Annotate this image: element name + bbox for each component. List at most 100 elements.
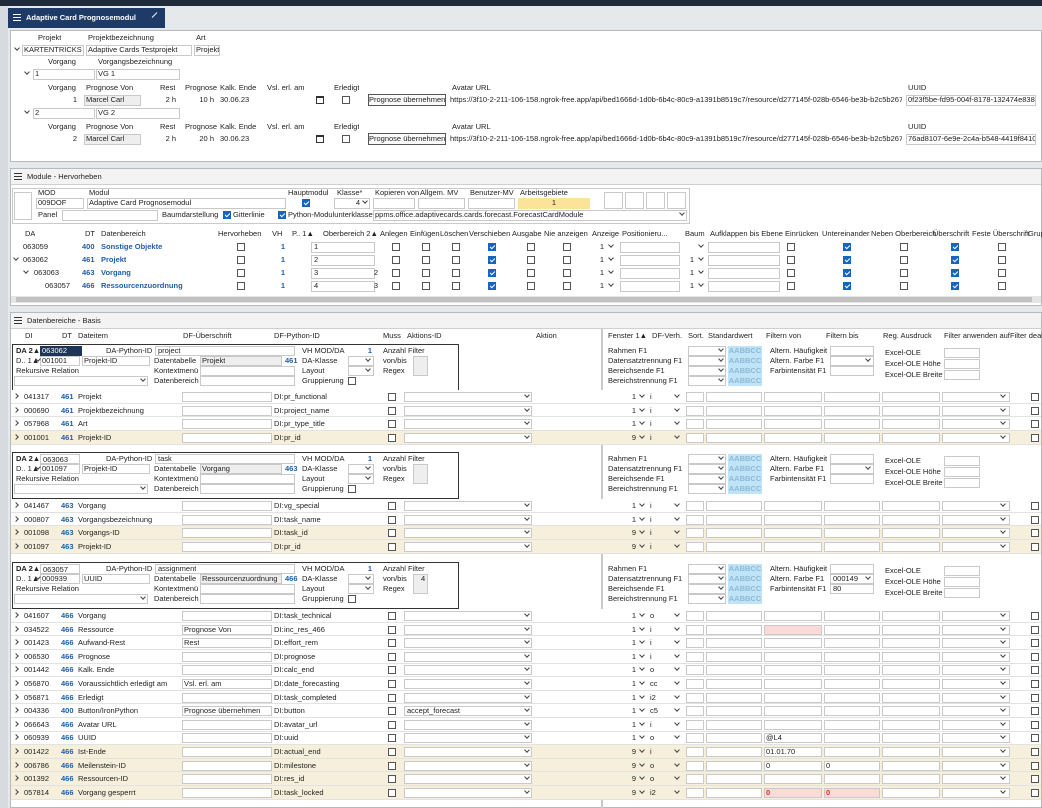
checkbox[interactable] [998,269,1006,277]
menu-icon[interactable] [14,317,22,318]
color-swatch[interactable]: AABBCC [728,346,762,356]
checkbox[interactable] [1031,680,1039,688]
checkbox[interactable] [237,256,245,264]
checkbox[interactable] [392,269,400,277]
checkbox[interactable] [527,243,535,251]
button[interactable]: Prognose übernehmen [368,133,446,145]
calendar-icon[interactable] [316,135,324,143]
color-swatch[interactable]: AABBCC [728,356,762,366]
checkbox[interactable] [422,269,430,277]
data-area-id[interactable]: 063057 [40,564,80,574]
checkbox[interactable] [998,282,1006,290]
checkbox-checked[interactable] [278,211,286,219]
checkbox[interactable] [348,595,356,603]
data-area-id[interactable]: 063062 [40,346,82,356]
checkbox-checked[interactable] [843,256,851,264]
menu-icon[interactable] [14,179,22,180]
color-swatch[interactable]: AABBCC [728,484,762,494]
checkbox[interactable] [998,256,1006,264]
checkbox[interactable] [388,543,396,551]
menu-icon[interactable] [14,173,22,174]
checkbox[interactable] [527,269,535,277]
menu-icon[interactable] [14,176,22,177]
checkbox[interactable] [237,282,245,290]
checkbox[interactable] [787,243,795,251]
checkbox[interactable] [1031,543,1039,551]
checkbox[interactable] [452,282,460,290]
checkbox[interactable] [388,734,396,742]
color-swatch[interactable]: AABBCC [728,594,762,604]
menu-icon[interactable] [13,20,21,21]
checkbox[interactable] [1031,529,1039,537]
menu-icon[interactable] [14,320,22,321]
checkbox[interactable] [900,269,908,277]
checkbox[interactable] [342,96,350,104]
checkbox[interactable] [787,282,795,290]
checkbox[interactable] [388,612,396,620]
menu-icon[interactable] [13,14,21,15]
scrollbar-thumb[interactable] [16,297,1032,302]
checkbox[interactable] [1031,612,1039,620]
checkbox-checked[interactable] [843,243,851,251]
checkbox[interactable] [998,243,1006,251]
checkbox[interactable] [563,282,571,290]
checkbox[interactable] [452,243,460,251]
checkbox[interactable] [237,243,245,251]
checkbox-checked[interactable] [488,243,496,251]
checkbox[interactable] [1031,516,1039,524]
checkbox[interactable] [388,516,396,524]
checkbox-checked[interactable] [302,199,310,207]
checkbox[interactable] [388,529,396,537]
checkbox-checked[interactable] [488,269,496,277]
checkbox[interactable] [1031,407,1039,415]
checkbox-checked[interactable] [488,256,496,264]
calendar-icon[interactable] [316,96,324,104]
checkbox[interactable] [1031,420,1039,428]
checkbox[interactable] [237,269,245,277]
checkbox[interactable] [1031,393,1039,401]
checkbox[interactable] [388,639,396,647]
checkbox[interactable] [1031,789,1039,797]
menu-icon[interactable] [14,323,22,324]
color-swatch[interactable]: AABBCC [728,376,762,386]
checkbox-checked[interactable] [951,243,959,251]
checkbox[interactable] [388,748,396,756]
checkbox[interactable] [422,243,430,251]
checkbox-checked[interactable] [843,269,851,277]
checkbox[interactable] [452,269,460,277]
checkbox[interactable] [422,256,430,264]
button[interactable]: Prognose übernehmen [368,94,446,106]
color-swatch[interactable]: AABBCC [728,366,762,376]
checkbox[interactable] [1031,653,1039,661]
icon-button[interactable] [604,192,623,209]
checkbox[interactable] [388,666,396,674]
checkbox[interactable] [388,789,396,797]
checkbox[interactable] [900,256,908,264]
checkbox[interactable] [388,434,396,442]
checkbox[interactable] [787,256,795,264]
checkbox-checked[interactable] [951,269,959,277]
checkbox[interactable] [1031,694,1039,702]
checkbox[interactable] [388,393,396,401]
checkbox[interactable] [1031,734,1039,742]
checkbox[interactable] [1031,626,1039,634]
checkbox[interactable] [388,775,396,783]
checkbox[interactable] [392,282,400,290]
checkbox[interactable] [388,707,396,715]
checkbox[interactable] [900,282,908,290]
checkbox[interactable] [563,269,571,277]
icon-button[interactable] [625,192,644,209]
checkbox[interactable] [388,420,396,428]
checkbox[interactable] [342,135,350,143]
checkbox[interactable] [388,502,396,510]
checkbox[interactable] [787,269,795,277]
icon-button[interactable] [646,192,665,209]
checkbox[interactable] [348,377,356,385]
checkbox-checked[interactable] [223,211,231,219]
workarea-field[interactable]: 1 [518,198,590,209]
color-swatch[interactable]: AABBCC [728,454,762,464]
checkbox[interactable] [1031,639,1039,647]
checkbox[interactable] [1031,502,1039,510]
checkbox[interactable] [527,256,535,264]
checkbox[interactable] [388,721,396,729]
